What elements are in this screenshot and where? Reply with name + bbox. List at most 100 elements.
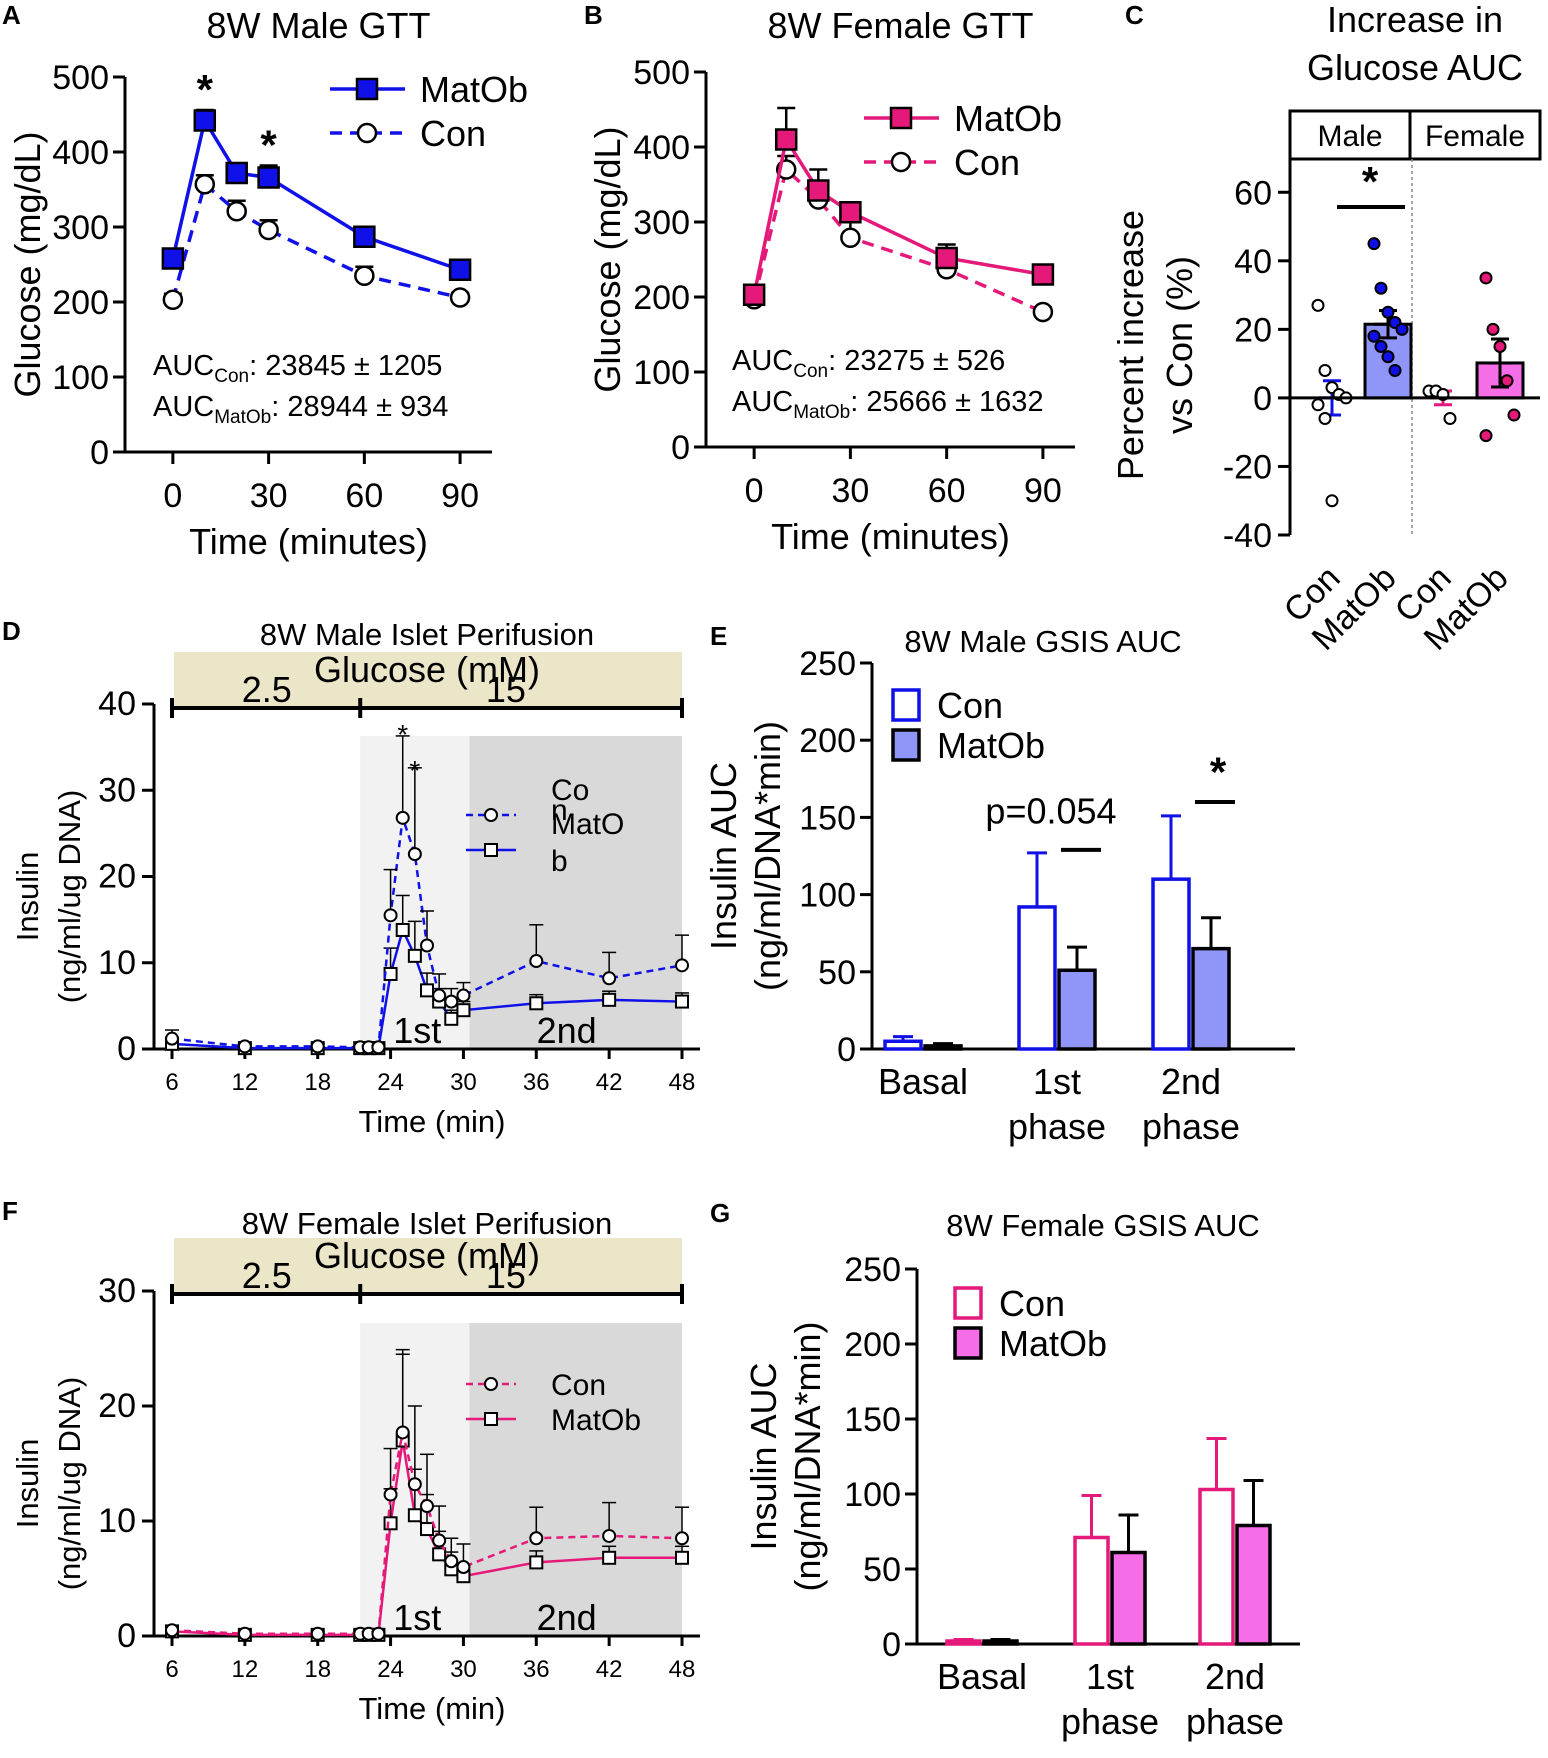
- auc-annotation: AUCMatOb: 25666 ± 1632: [732, 386, 1044, 423]
- legend-label-matob: MatOb: [999, 1323, 1107, 1364]
- phase2-label: 2nd: [537, 1010, 597, 1051]
- x-tick-label: 6: [165, 1656, 178, 1683]
- phase2-shade: [469, 736, 682, 1049]
- x-tick-label: 30: [450, 1656, 477, 1683]
- x-tick-label: 30: [250, 477, 288, 515]
- glucose-low-label: 2.5: [242, 1255, 292, 1296]
- data-point-con: [456, 1560, 471, 1574]
- data-point-con: [529, 1531, 544, 1546]
- data-point-matob: [602, 1550, 617, 1565]
- data-point-con: [456, 988, 471, 1003]
- data-point-matob: [225, 161, 248, 185]
- individual-point: [1325, 494, 1339, 508]
- panel-e-male-gsis-auc: 8W Male GSIS AUC 0 50 100 150 200 250 Insulin A…: [703, 624, 1295, 1147]
- chart-title-line: Increase in: [1327, 0, 1503, 40]
- y-tick-label: 500: [52, 59, 109, 97]
- data-point-con: [840, 227, 861, 248]
- data-point-matob: [602, 992, 617, 1007]
- data-point-matob: [407, 948, 422, 963]
- x-tick-label: 36: [523, 1069, 550, 1096]
- y-tick-label: 100: [52, 359, 109, 397]
- significance-star: *: [1362, 158, 1379, 205]
- y-tick-label: 0: [90, 434, 109, 472]
- glucose-band: [174, 652, 682, 708]
- data-point-matob: [675, 994, 689, 1009]
- auc-label: AUC: [732, 345, 793, 377]
- legend-label-matob-wrap: b: [551, 845, 568, 878]
- x-tick-label: 42: [596, 1656, 623, 1683]
- y-tick-label: 400: [633, 129, 690, 167]
- y-axis-title-line: (ng/ml/DNA*min): [747, 721, 788, 991]
- data-point-matob: [420, 983, 434, 998]
- y-tick-label: 200: [799, 722, 856, 760]
- x-tick-label: 24: [377, 1069, 404, 1096]
- auc-annotation: AUCCon: 23275 ± 526: [732, 345, 1005, 382]
- y-axis-title-line: Insulin: [10, 1439, 45, 1529]
- auc-label: AUC: [153, 350, 214, 382]
- y-tick-label: -40: [1223, 517, 1272, 555]
- auc-subscript: Con: [214, 366, 249, 387]
- data-point-con: [395, 1425, 410, 1440]
- individual-point: [1318, 411, 1332, 425]
- panel-label-d: D: [2, 616, 21, 646]
- data-point-matob: [193, 109, 217, 132]
- individual-point: [1374, 281, 1388, 295]
- panel-label-c: C: [1125, 0, 1144, 30]
- data-point-con: [371, 1040, 386, 1055]
- data-point-con: [407, 847, 422, 862]
- legend-swatch-con: [891, 688, 921, 722]
- auc-value: : 25666 ± 1632: [850, 386, 1043, 418]
- auc-annotation: AUCCon: 23845 ± 1205: [153, 350, 442, 387]
- data-point-con: [529, 954, 544, 969]
- y-tick-label: 0: [671, 429, 690, 467]
- data-point-matob: [432, 1547, 447, 1562]
- individual-point: [1486, 322, 1500, 336]
- individual-point: [1381, 350, 1395, 364]
- x-tick-label: 30: [450, 1069, 477, 1096]
- x-tick-label: 0: [745, 472, 764, 510]
- legend-marker-matob: [889, 106, 913, 130]
- auc-subscript: Con: [793, 361, 828, 382]
- y-tick-label: 100: [844, 1476, 901, 1514]
- data-point-matob: [407, 1508, 422, 1523]
- significance-star: *: [260, 122, 277, 169]
- x-category-label: phase: [1008, 1106, 1106, 1147]
- y-tick-label: 20: [98, 1387, 136, 1425]
- bar-con: [1017, 905, 1057, 1051]
- significance-star: *: [397, 719, 408, 750]
- data-point-con: [449, 287, 471, 308]
- panel-b-female-gtt: 8W Female GTT 0 100 200 300 400 500 0 30 60 90 Time…: [587, 5, 1075, 557]
- series-line-matob: [171, 1440, 682, 1637]
- y-tick-label: 20: [1234, 311, 1272, 349]
- data-point-con: [395, 810, 410, 825]
- significance-star: *: [197, 66, 214, 113]
- panel-label-b: B: [584, 0, 603, 30]
- group-label-female: Female: [1425, 120, 1525, 153]
- legend-marker-matob: [355, 77, 379, 101]
- x-category-label: 2nd: [1161, 1061, 1221, 1102]
- individual-point: [1493, 340, 1507, 353]
- data-point-matob: [383, 1516, 398, 1531]
- y-axis-title-line: (ng/ml/ug DNA): [52, 1377, 87, 1591]
- y-axis-title-line: Insulin AUC: [703, 762, 744, 950]
- x-category-label: phase: [1142, 1106, 1240, 1147]
- auc-annotation: AUCMatOb: 28944 ± 934: [153, 391, 448, 428]
- individual-point: [1443, 411, 1457, 425]
- legend-swatch-matob: [891, 728, 921, 762]
- bar-con: [1151, 877, 1191, 1051]
- y-tick-label: 0: [1253, 380, 1272, 418]
- data-point-matob: [444, 1011, 459, 1026]
- glucose-band-title: Glucose (mM): [314, 1235, 540, 1276]
- y-tick-label: 200: [52, 284, 109, 322]
- y-tick-label: 0: [837, 1031, 856, 1069]
- auc-value: : 23845 ± 1205: [249, 350, 442, 382]
- data-point-con: [194, 174, 216, 195]
- data-point-con: [407, 1477, 422, 1492]
- individual-point: [1318, 363, 1332, 377]
- bar-con: [1198, 1487, 1235, 1646]
- x-axis-title: Time (minutes): [189, 521, 428, 562]
- panel-label-f: F: [2, 1196, 18, 1226]
- y-tick-label: 20: [98, 858, 136, 896]
- data-point-con: [258, 219, 279, 241]
- legend-label-matob: MatOb: [420, 69, 528, 110]
